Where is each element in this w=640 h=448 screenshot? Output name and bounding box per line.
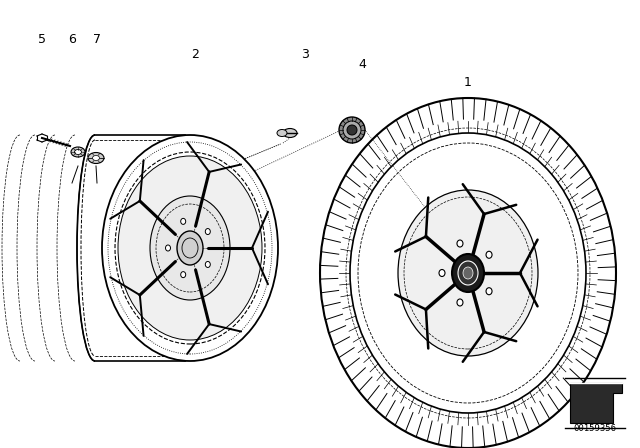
Polygon shape [570,383,622,423]
Ellipse shape [320,98,616,448]
Text: 6: 6 [68,33,76,46]
Text: 7: 7 [93,33,101,46]
Ellipse shape [398,190,538,356]
Ellipse shape [350,133,586,413]
Text: 3: 3 [301,48,309,61]
Ellipse shape [486,251,492,258]
Ellipse shape [205,262,211,267]
Ellipse shape [439,270,445,276]
Ellipse shape [343,121,361,139]
Ellipse shape [93,155,99,160]
Ellipse shape [102,135,278,361]
Ellipse shape [71,147,85,157]
Text: 4: 4 [358,58,366,71]
Ellipse shape [74,150,81,155]
Ellipse shape [339,117,365,143]
Ellipse shape [486,288,492,295]
Ellipse shape [277,129,287,137]
Ellipse shape [180,271,186,278]
Text: 5: 5 [38,33,46,46]
Ellipse shape [180,218,186,224]
Ellipse shape [177,231,203,265]
Ellipse shape [452,254,484,292]
Text: 2: 2 [191,48,199,61]
Ellipse shape [283,129,297,138]
Ellipse shape [166,245,170,251]
Text: 00159356: 00159356 [573,424,616,433]
Ellipse shape [463,267,473,279]
Ellipse shape [150,196,230,300]
Ellipse shape [458,261,478,285]
Ellipse shape [118,156,262,340]
Text: 1: 1 [464,76,472,89]
Ellipse shape [205,228,211,235]
Ellipse shape [88,152,104,164]
Ellipse shape [457,299,463,306]
Ellipse shape [457,240,463,247]
Ellipse shape [347,125,357,135]
